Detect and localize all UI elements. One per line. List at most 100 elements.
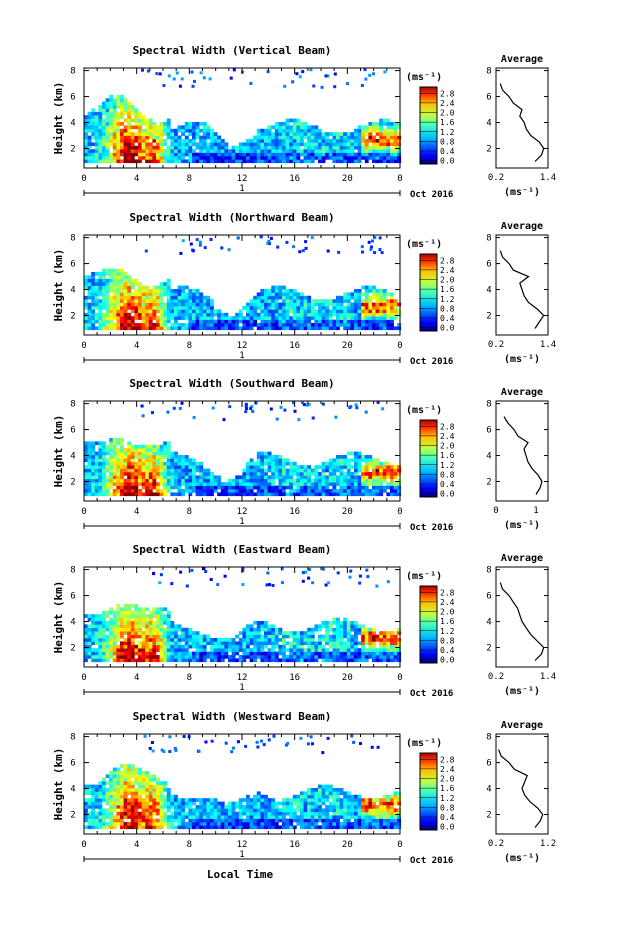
heatmap-cell [116,658,121,663]
heatmap-cell [170,316,175,320]
heatmap-cell [253,152,258,157]
heatmap-cell [303,306,308,310]
heatmap-cell [127,641,132,646]
heatmap-cell [343,648,348,652]
heatmap-cell [151,411,154,415]
heatmap-cell [120,94,124,99]
heatmap-cell [116,145,121,150]
heatmap-cell [123,295,128,300]
heatmap-cell [166,302,171,307]
heatmap-cell [148,145,153,150]
heatmap-cell [249,638,254,642]
heatmap-cell [274,485,279,490]
heatmap-cell [145,142,150,147]
heatmap-cell [202,808,207,813]
heatmap-cell [156,610,160,615]
heatmap-cell [332,152,337,157]
heatmap-cell [138,825,142,830]
heatmap-cell [278,145,283,150]
heatmap-cell [217,818,222,823]
heatmap-cell [325,135,330,140]
heatmap-cell [170,472,175,476]
heatmap-cell [130,644,135,649]
heatmap-cell [296,323,301,327]
heatmap-cell [210,306,214,310]
heatmap-cell [231,489,236,493]
heatmap-cell [343,326,348,331]
heatmap-cell [343,458,348,463]
heatmap-cell [206,825,211,830]
heatmap-cell [109,285,114,290]
heatmap-cell [91,791,96,796]
heatmap-cell [109,818,114,823]
heatmap-cell [231,638,236,642]
heatmap-cell [159,319,164,324]
heatmap-cell [193,79,196,83]
heatmap-cell [98,621,103,625]
heatmap-cell [253,621,258,625]
heatmap-cell [300,492,304,497]
heatmap-cell [339,472,344,476]
colorbar-tick-label: 2.8 [440,89,455,98]
heatmap-cell [177,139,182,143]
heatmap-cell [116,634,121,639]
heatmap-cell [213,825,218,830]
heatmap-cell [264,485,268,490]
heatmap-cell [397,135,402,140]
heatmap-cell [112,282,117,286]
heatmap-cell [166,289,171,293]
heatmap-cell [120,444,124,449]
heatmap-cell [260,478,265,483]
average-y-tick-label: 4 [486,119,491,129]
average-y-tick-label: 4 [486,286,491,296]
heatmap-cell [91,444,96,449]
heatmap-cell [333,72,337,76]
heatmap-cell [361,132,366,136]
heatmap-cell [249,641,254,646]
heatmap-cell [278,139,283,143]
heatmap-cell [195,485,200,490]
heatmap-cell [256,312,261,317]
heatmap-cell [382,644,387,649]
heatmap-cell [112,801,117,806]
heatmap-cell [321,326,326,331]
heatmap-cell [206,638,211,642]
heatmap-cell [253,648,258,652]
heatmap-cell [84,448,88,452]
heatmap-cell [112,306,117,310]
average-unit: (ms⁻¹) [504,686,540,697]
heatmap-cell [202,658,207,663]
heatmap-cell [271,624,276,629]
heatmap-cell [264,312,268,317]
heatmap-cell [130,614,135,618]
heatmap-cell [123,451,128,456]
heatmap-cell [84,644,88,649]
heatmap-cell [166,132,171,136]
heatmap-cell [346,82,349,86]
heatmap-cell [307,309,312,314]
heatmap-cell [105,139,110,143]
heatmap-cell [210,132,214,136]
heatmap-cell [134,461,139,466]
heatmap-cell [274,641,279,646]
heatmap-cell [292,145,297,150]
heatmap-cell [289,326,294,331]
heatmap-cell [174,451,178,456]
heatmap-cell [289,492,294,497]
heatmap-cell [336,461,340,466]
heatmap-cell [127,156,132,160]
heatmap-cell [210,822,214,826]
heatmap-cell [123,468,128,473]
heatmap-cell [84,798,88,802]
heatmap-cell [321,621,326,625]
heatmap-cell [102,316,106,320]
heatmap-cell [372,658,376,663]
heatmap-cell [202,159,207,164]
heatmap-cell [349,405,353,409]
heatmap-cell [141,306,146,310]
heatmap-cell [199,326,204,331]
heatmap-cell [123,152,128,157]
heatmap-cell [386,152,391,157]
heatmap-cell [210,299,214,303]
heatmap-cell [141,614,146,618]
